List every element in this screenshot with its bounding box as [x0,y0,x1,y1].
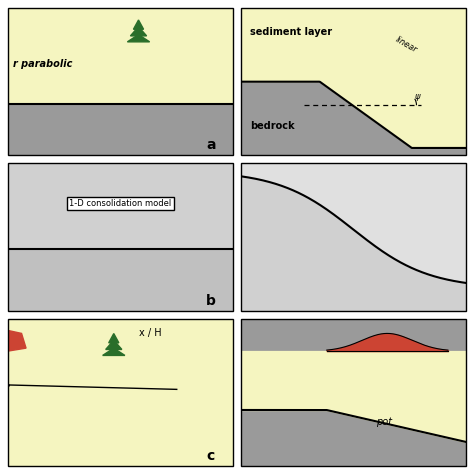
Polygon shape [106,340,122,349]
Text: x / H: x / H [138,328,161,338]
Text: a: a [206,138,216,153]
Text: r parabolic: r parabolic [12,59,72,69]
Text: sediment layer: sediment layer [250,27,332,36]
Polygon shape [103,348,125,356]
Text: linear: linear [394,35,419,54]
Polygon shape [128,35,150,42]
Text: c: c [206,449,214,463]
Bar [8,104,233,155]
Polygon shape [8,330,26,351]
Polygon shape [241,8,466,148]
Polygon shape [130,27,146,36]
Bar [8,249,233,310]
Bar [8,164,233,249]
Polygon shape [109,334,119,343]
Text: b: b [206,294,216,308]
Bar [8,8,233,104]
Text: $\psi$: $\psi$ [414,92,422,103]
Text: pot: pot [376,417,392,427]
Polygon shape [134,20,144,29]
Text: bedrock: bedrock [250,121,295,131]
Text: 1-D consolidation model: 1-D consolidation model [69,199,172,208]
